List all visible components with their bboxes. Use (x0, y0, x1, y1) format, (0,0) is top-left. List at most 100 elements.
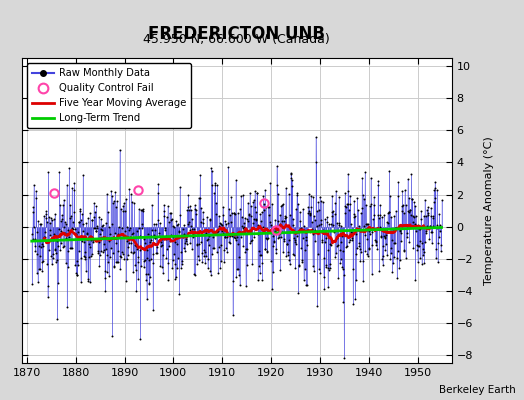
Point (418, 240, 427, 246)
Point (419, 213, 428, 219)
Point (427, 228, 435, 235)
Point (346, 192, 354, 199)
Point (155, 220, 163, 226)
Point (104, 208, 112, 215)
Point (416, 238, 424, 244)
Point (97, 248, 105, 254)
Point (103, 191, 111, 197)
Point (279, 249, 287, 255)
Point (243, 216, 252, 222)
Point (365, 245, 373, 251)
Point (122, 196, 130, 202)
Point (57, 218, 66, 224)
Point (350, 197, 358, 204)
Point (242, 245, 250, 252)
Point (253, 190, 261, 196)
Point (53, 280, 62, 286)
Point (241, 230, 249, 236)
Point (219, 230, 227, 236)
Point (388, 237, 396, 244)
Point (61, 260, 70, 267)
Point (129, 229, 138, 236)
Point (169, 234, 178, 240)
Point (219, 203, 227, 210)
Point (174, 221, 182, 227)
Point (357, 210, 365, 216)
Point (153, 250, 161, 257)
Point (82, 220, 91, 226)
Point (438, 197, 446, 203)
Point (148, 201, 156, 208)
Point (250, 215, 258, 222)
Point (107, 188, 115, 194)
Point (144, 257, 152, 263)
Point (291, 239, 299, 246)
Point (118, 249, 126, 256)
Point (182, 241, 191, 247)
Point (166, 210, 174, 216)
Point (420, 249, 428, 256)
Point (136, 336, 145, 342)
Point (93, 222, 101, 229)
Point (387, 250, 395, 257)
Point (299, 235, 308, 241)
Point (55, 232, 63, 238)
Point (30, 242, 39, 249)
Point (381, 232, 390, 239)
Point (367, 201, 375, 207)
Point (434, 259, 442, 266)
Point (332, 220, 341, 226)
Point (226, 233, 234, 240)
Point (190, 202, 199, 209)
Point (117, 254, 125, 260)
Point (254, 231, 262, 238)
Point (413, 259, 422, 266)
Point (261, 204, 270, 210)
Point (358, 192, 367, 198)
Point (358, 175, 366, 182)
Point (111, 230, 119, 236)
Point (163, 203, 172, 209)
Point (293, 200, 302, 207)
Point (241, 249, 249, 255)
Point (318, 239, 326, 245)
Point (144, 231, 152, 237)
Point (192, 207, 200, 214)
Point (337, 256, 346, 262)
Point (188, 216, 196, 222)
Point (224, 219, 232, 226)
Point (363, 250, 372, 257)
Point (335, 246, 344, 253)
Point (318, 237, 326, 243)
Point (106, 254, 115, 260)
Point (124, 244, 132, 250)
Point (154, 180, 162, 187)
Point (42, 208, 50, 215)
Point (170, 239, 179, 245)
Point (166, 238, 174, 244)
Point (376, 202, 385, 208)
Point (231, 234, 239, 241)
Point (408, 196, 416, 202)
Point (201, 260, 209, 266)
Point (138, 220, 147, 227)
Point (188, 246, 196, 252)
Point (383, 252, 391, 258)
Point (349, 301, 357, 308)
Point (354, 207, 362, 213)
Point (231, 210, 239, 217)
Point (245, 228, 253, 234)
Point (297, 227, 305, 233)
Point (290, 234, 298, 241)
Point (380, 235, 389, 241)
Point (329, 222, 337, 228)
Point (221, 234, 230, 240)
Point (222, 221, 231, 227)
Point (221, 218, 229, 224)
Point (54, 243, 62, 249)
Point (143, 247, 151, 253)
Point (268, 286, 277, 292)
Point (157, 263, 166, 270)
Point (110, 198, 118, 204)
Point (106, 230, 114, 237)
